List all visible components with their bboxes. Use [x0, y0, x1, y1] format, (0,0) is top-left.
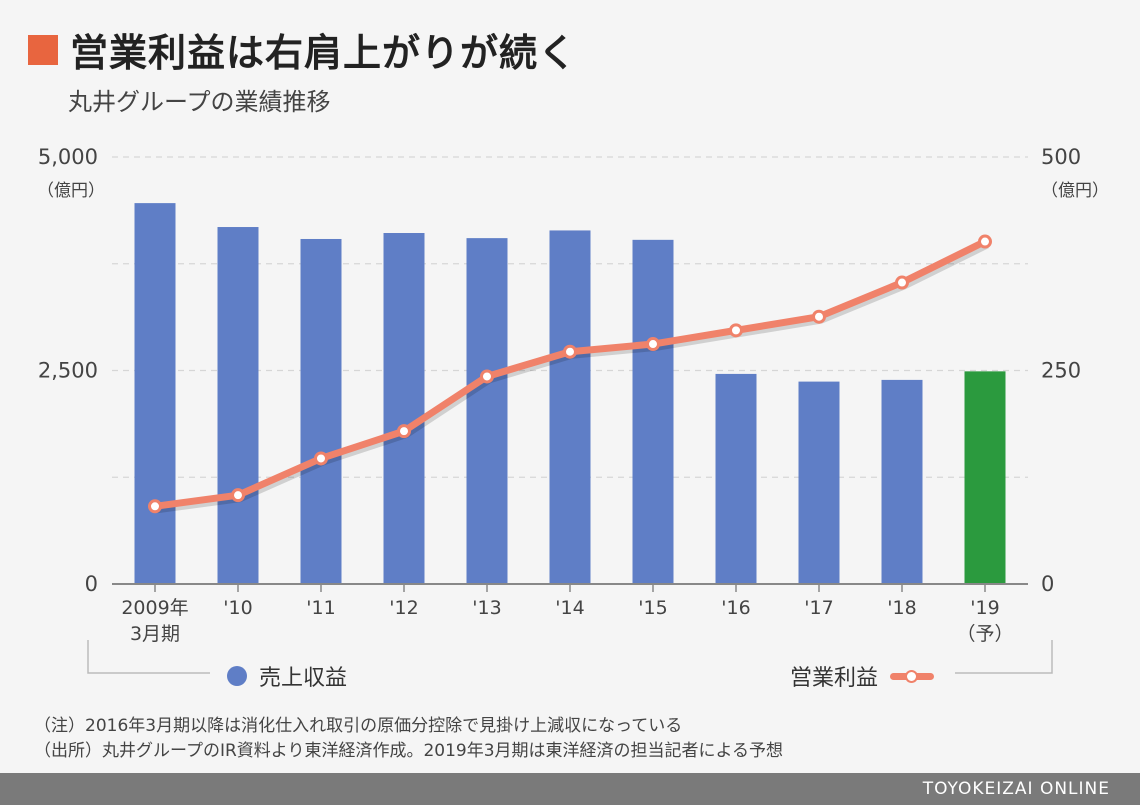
line-point — [314, 451, 328, 466]
x-tick-label: 3月期 — [130, 623, 180, 645]
legend-line-swatch — [890, 670, 935, 683]
title-block: 営業利益は右肩上がりが続く — [28, 22, 577, 77]
bar-sales — [715, 373, 757, 584]
legend-line-label: 営業利益 — [790, 666, 879, 691]
footer-brand: TOYOKEIZAI ONLINE — [922, 779, 1110, 799]
line-point — [148, 499, 162, 514]
footer-bar: TOYOKEIZAI ONLINE — [0, 773, 1140, 805]
note-2: （出所）丸井グループのIR資料より東洋経済作成。2019年3月期は東洋経済の担当… — [34, 741, 784, 761]
bar-sales — [632, 239, 674, 584]
bar-sales — [466, 238, 508, 584]
x-tick-label: '19 — [970, 597, 999, 619]
bar-sales — [964, 371, 1006, 584]
legend-bar: 売上収益 — [227, 660, 347, 692]
bar-sales — [217, 227, 259, 584]
x-tick-label: '11 — [306, 597, 335, 619]
legend-bracket-left — [87, 640, 210, 674]
line-point — [563, 344, 577, 359]
legend-line: 営業利益 — [790, 660, 935, 692]
left-tick-label: 0 — [85, 572, 98, 596]
note-1: （注）2016年3月期以降は消化仕入れ取引の原価分控除で見掛け上減収になっている — [34, 716, 683, 736]
right-tick-label: 250 — [1041, 359, 1081, 383]
x-tick-label: '16 — [721, 597, 750, 619]
legend-bar-label: 売上収益 — [259, 666, 348, 691]
right-tick-label: 0 — [1041, 572, 1054, 596]
line-point — [978, 234, 992, 249]
title-square-icon — [28, 34, 58, 65]
line-point — [646, 337, 660, 352]
bar-sales — [383, 233, 425, 585]
line-point — [812, 309, 826, 324]
notes: （注）2016年3月期以降は消化仕入れ取引の原価分控除で見掛け上減収になっている… — [34, 714, 783, 764]
x-tick-label: '13 — [472, 597, 501, 619]
x-tick-label: '14 — [555, 597, 584, 619]
bar-sales — [300, 238, 342, 584]
x-tick-label: '12 — [389, 597, 418, 619]
line-point — [397, 424, 411, 439]
left-axis-unit: （億円） — [37, 181, 105, 201]
bar-sales — [134, 203, 176, 584]
x-tick-label: '10 — [223, 597, 252, 619]
x-tick-label: '15 — [638, 597, 667, 619]
bar-sales — [798, 381, 840, 584]
right-tick-label: 500 — [1041, 145, 1081, 169]
bar-sales — [881, 379, 923, 584]
x-tick-label: 2009年 — [121, 597, 188, 619]
line-point — [895, 275, 909, 290]
right-axis-unit: （億円） — [1041, 181, 1109, 201]
legend-bar-swatch — [227, 666, 247, 686]
line-point — [729, 323, 743, 338]
chart-title: 営業利益は右肩上がりが続く — [70, 31, 578, 75]
x-tick-label: '17 — [804, 597, 833, 619]
line-point — [480, 369, 494, 384]
x-tick-label: （予） — [956, 623, 1013, 645]
left-tick-label: 2,500 — [38, 359, 98, 383]
chart-subtitle: 丸井グループの業績推移 — [68, 88, 331, 116]
line-point — [231, 488, 245, 503]
legend-bracket-right — [955, 640, 1053, 674]
x-tick-label: '18 — [887, 597, 916, 619]
left-tick-label: 5,000 — [38, 145, 98, 169]
bar-sales — [549, 230, 591, 584]
